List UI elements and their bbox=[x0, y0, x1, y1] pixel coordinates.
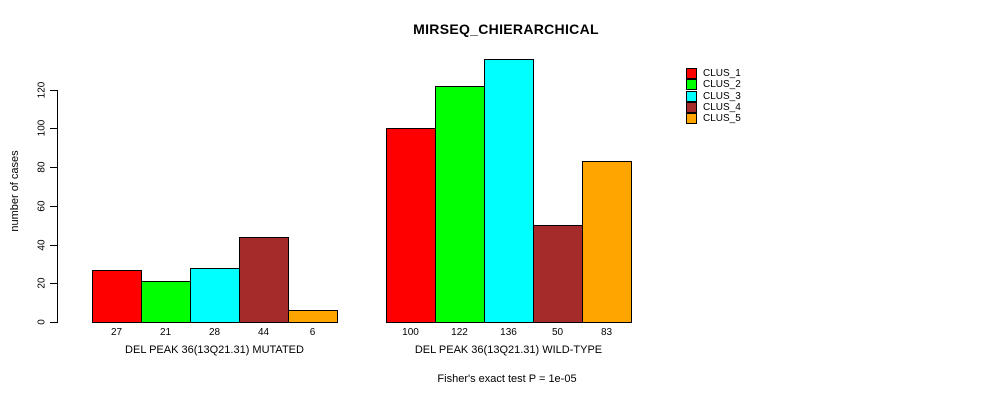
y-tick-label: 0 bbox=[36, 319, 48, 325]
bar-value-label: 50 bbox=[551, 327, 564, 338]
bar-value-label: 122 bbox=[451, 327, 468, 338]
legend-swatch-icon bbox=[686, 79, 697, 90]
bar-clus_4-group1 bbox=[239, 237, 289, 323]
legend-label: CLUS_2 bbox=[703, 79, 741, 90]
legend-swatch-icon bbox=[686, 113, 697, 124]
legend-swatch-icon bbox=[686, 91, 697, 102]
y-tick-mark bbox=[50, 89, 57, 91]
bar-clus_1-group1 bbox=[92, 270, 142, 323]
legend-item-clus_5: CLUS_5 bbox=[686, 113, 741, 124]
y-tick-label: 100 bbox=[36, 119, 48, 137]
bar-clus_5-group2 bbox=[582, 161, 632, 323]
group-label: DEL PEAK 36(13Q21.31) WILD-TYPE bbox=[414, 344, 603, 356]
y-tick-mark bbox=[50, 283, 57, 285]
y-tick-label: 60 bbox=[36, 200, 48, 212]
bar-clus_1-group2 bbox=[386, 128, 436, 323]
y-tick-label: 40 bbox=[36, 238, 48, 251]
y-axis-line bbox=[57, 89, 58, 323]
chart-title: MIRSEQ_CHIERARCHICAL bbox=[413, 21, 599, 37]
y-tick-mark bbox=[50, 322, 57, 323]
bar-clus_3-group1 bbox=[190, 268, 240, 323]
y-tick-mark bbox=[50, 205, 57, 207]
stat-test-caption: Fisher's exact test P = 1e-05 bbox=[437, 373, 577, 385]
bar-clus_2-group2 bbox=[435, 86, 485, 323]
legend-item-clus_4: CLUS_4 bbox=[686, 102, 741, 113]
y-axis-label: number of cases bbox=[9, 150, 21, 232]
legend-label: CLUS_4 bbox=[703, 102, 741, 113]
bar-value-label: 44 bbox=[257, 327, 270, 338]
bar-clus_5-group1 bbox=[288, 310, 338, 323]
y-tick-label: 20 bbox=[36, 277, 48, 289]
legend-item-clus_2: CLUS_2 bbox=[686, 79, 741, 90]
bar-value-label: 21 bbox=[159, 327, 172, 338]
y-tick-mark bbox=[50, 128, 57, 130]
legend-label: CLUS_3 bbox=[703, 91, 741, 102]
y-tick-mark bbox=[50, 167, 57, 169]
group-label: DEL PEAK 36(13Q21.31) MUTATED bbox=[125, 344, 304, 356]
bar-clus_4-group2 bbox=[533, 225, 583, 323]
y-tick-label: 120 bbox=[36, 81, 48, 98]
legend-label: CLUS_1 bbox=[703, 68, 741, 79]
bar-value-label: 6 bbox=[309, 327, 316, 338]
bar-value-label: 28 bbox=[208, 327, 221, 338]
legend-item-clus_3: CLUS_3 bbox=[686, 91, 741, 102]
bar-value-label: 27 bbox=[110, 327, 123, 338]
y-tick-mark bbox=[50, 244, 57, 246]
legend-swatch-icon bbox=[686, 68, 697, 79]
bar-value-label: 136 bbox=[500, 327, 517, 338]
bar-value-label: 100 bbox=[402, 327, 419, 338]
legend-item-clus_1: CLUS_1 bbox=[686, 68, 741, 79]
legend-swatch-icon bbox=[686, 102, 697, 113]
bar-clus_3-group2 bbox=[484, 59, 534, 323]
y-tick-label: 80 bbox=[36, 161, 48, 173]
bar-clus_2-group1 bbox=[141, 281, 191, 323]
legend-label: CLUS_5 bbox=[703, 113, 741, 124]
bar-value-label: 83 bbox=[600, 327, 613, 338]
